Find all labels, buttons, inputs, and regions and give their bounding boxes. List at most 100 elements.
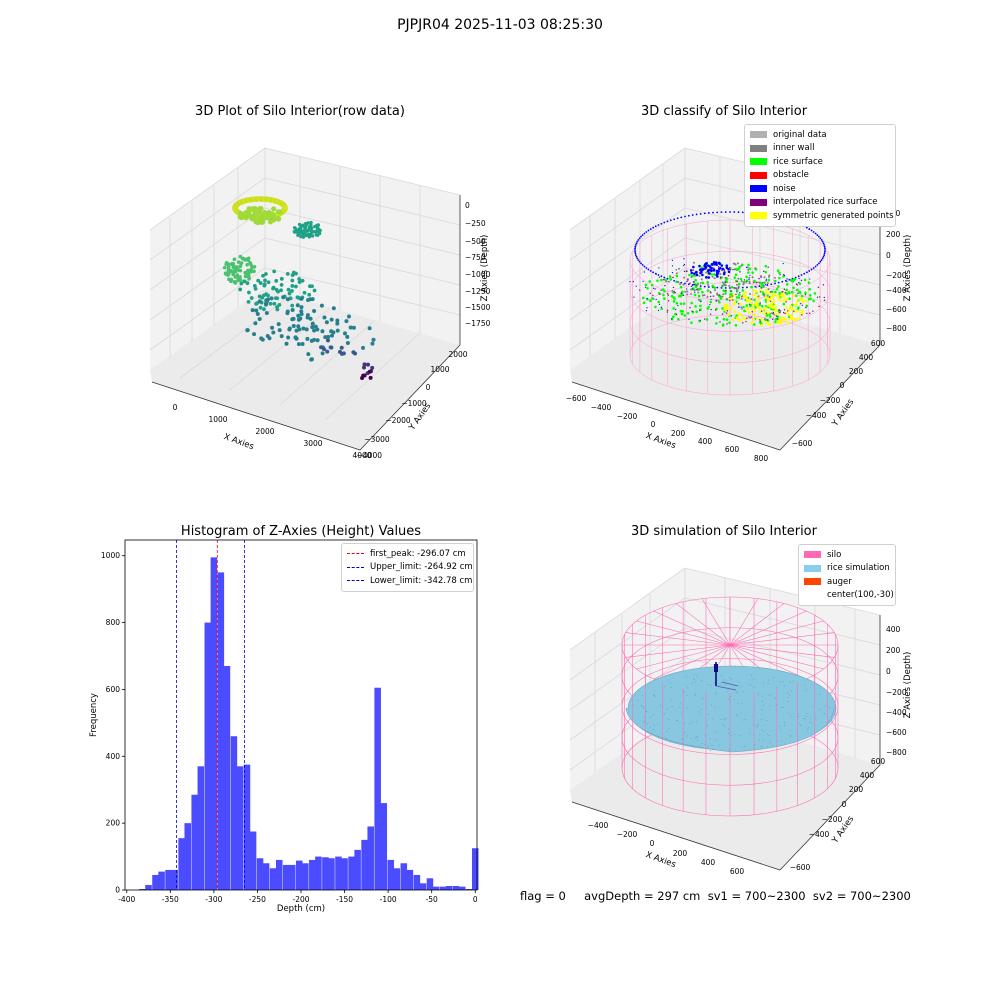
data-point bbox=[796, 300, 799, 303]
rice-point bbox=[724, 719, 726, 721]
histogram-bar bbox=[165, 869, 172, 890]
data-point bbox=[263, 272, 268, 276]
p4-ytick: −200 bbox=[822, 815, 843, 824]
data-point bbox=[339, 345, 344, 350]
data-point bbox=[722, 317, 726, 321]
data-point bbox=[657, 300, 661, 304]
data-point bbox=[272, 301, 277, 306]
rice-point bbox=[723, 725, 725, 727]
data-point bbox=[822, 242, 825, 245]
data-point bbox=[770, 312, 772, 314]
data-point bbox=[800, 294, 804, 298]
rice-point bbox=[715, 694, 717, 696]
data-point bbox=[785, 297, 789, 301]
data-point bbox=[742, 305, 745, 309]
data-point bbox=[723, 269, 726, 271]
data-point bbox=[307, 234, 312, 238]
data-point bbox=[673, 218, 676, 221]
data-point bbox=[370, 341, 375, 346]
data-point bbox=[756, 316, 760, 320]
data-point bbox=[710, 269, 713, 273]
data-point bbox=[310, 284, 314, 289]
data-point bbox=[800, 297, 804, 301]
data-point bbox=[706, 269, 710, 273]
data-point bbox=[751, 271, 754, 275]
rice-point bbox=[760, 746, 762, 748]
data-point bbox=[718, 300, 721, 304]
rice-point bbox=[790, 736, 792, 738]
data-point bbox=[752, 313, 756, 317]
data-point bbox=[660, 222, 663, 225]
data-point bbox=[725, 312, 728, 314]
data-point bbox=[737, 285, 740, 288]
legend-label: interpolated rice surface bbox=[773, 197, 878, 208]
rice-point bbox=[686, 695, 688, 697]
wire-spoke bbox=[675, 603, 731, 646]
data-point bbox=[232, 279, 237, 284]
data-point bbox=[270, 212, 276, 218]
data-point bbox=[726, 306, 730, 310]
data-point bbox=[666, 309, 669, 312]
data-point bbox=[312, 337, 317, 342]
data-point bbox=[726, 323, 728, 325]
data-point bbox=[779, 310, 782, 312]
p2-ytick: 600 bbox=[871, 339, 886, 348]
data-point bbox=[227, 262, 231, 266]
data-point bbox=[801, 314, 803, 316]
data-point bbox=[786, 278, 788, 280]
data-point bbox=[643, 271, 645, 273]
data-point bbox=[296, 324, 301, 329]
p1-ztick: −1000 bbox=[465, 270, 491, 279]
data-point bbox=[810, 268, 813, 271]
data-point bbox=[782, 311, 785, 314]
data-point bbox=[675, 269, 677, 271]
data-point bbox=[760, 276, 762, 278]
data-point bbox=[313, 324, 318, 329]
data-point bbox=[706, 307, 710, 310]
p2-xtick: 200 bbox=[671, 429, 686, 438]
rice-point bbox=[783, 706, 785, 708]
rice-point bbox=[728, 732, 730, 734]
data-point bbox=[686, 311, 690, 315]
x-tick-label: -350 bbox=[162, 895, 179, 904]
data-point bbox=[730, 285, 734, 289]
data-point bbox=[338, 349, 343, 354]
data-point bbox=[718, 294, 720, 296]
data-point bbox=[692, 269, 695, 271]
data-point bbox=[645, 231, 648, 233]
data-point bbox=[768, 323, 771, 327]
data-point bbox=[752, 293, 756, 297]
data-point bbox=[805, 226, 808, 229]
data-point bbox=[668, 275, 672, 278]
data-point bbox=[764, 296, 768, 299]
rice-point bbox=[691, 682, 693, 684]
data-point bbox=[696, 289, 698, 291]
p2-ztick: 0 bbox=[886, 251, 891, 260]
histogram-bar bbox=[158, 871, 165, 890]
data-point bbox=[650, 283, 654, 287]
data-point bbox=[253, 321, 258, 326]
data-point bbox=[643, 232, 646, 235]
data-point bbox=[725, 297, 728, 300]
p1-xtick: 4000 bbox=[352, 451, 371, 460]
y-tick-label: 1000 bbox=[101, 551, 120, 560]
x-tick-label: -150 bbox=[336, 895, 353, 904]
p1-ytick: 2000 bbox=[448, 350, 467, 359]
legend-label: silo bbox=[827, 549, 842, 560]
data-point bbox=[701, 281, 705, 285]
data-point bbox=[322, 315, 327, 320]
data-point bbox=[715, 273, 719, 277]
data-point bbox=[824, 247, 826, 250]
data-point bbox=[782, 316, 785, 320]
p1-xtick: 3000 bbox=[303, 439, 322, 448]
p1-ytick: −1000 bbox=[401, 399, 427, 408]
data-point bbox=[800, 279, 803, 282]
rice-point bbox=[782, 681, 784, 683]
rice-point bbox=[749, 684, 751, 686]
data-point bbox=[820, 259, 823, 262]
rice-point bbox=[824, 713, 826, 715]
legend-item: Lower_limit: -342.78 cm bbox=[347, 574, 472, 588]
data-point bbox=[725, 281, 727, 283]
data-point bbox=[705, 271, 708, 274]
data-point bbox=[745, 275, 748, 279]
